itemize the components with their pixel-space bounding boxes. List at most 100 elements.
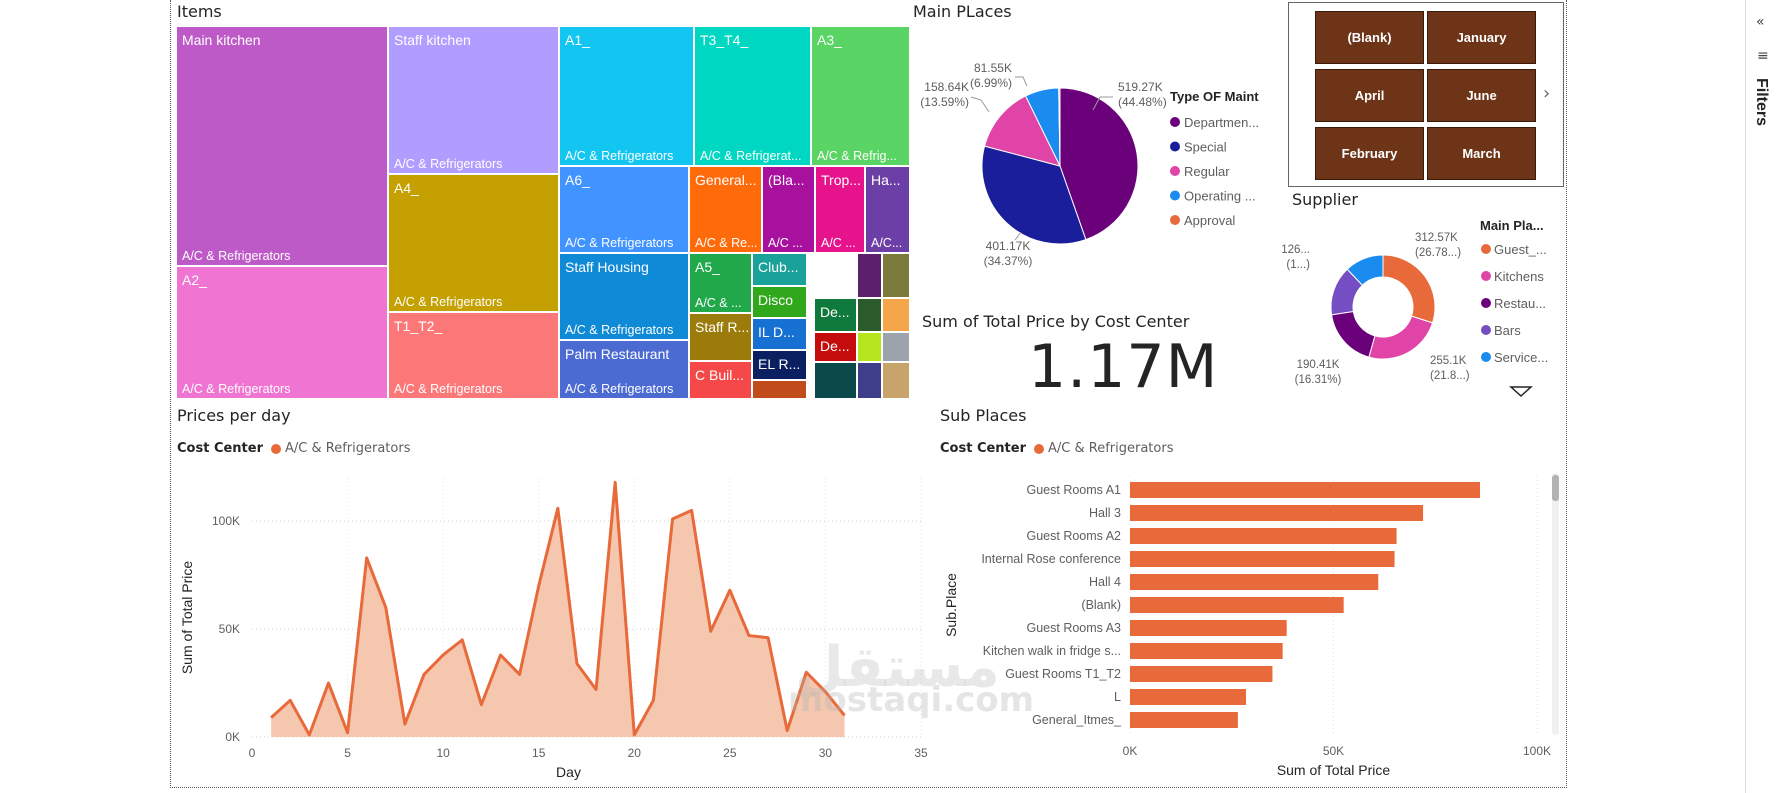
treemap-tile[interactable]: Staff R... <box>689 313 752 361</box>
slicer-button-march[interactable]: March <box>1427 127 1536 180</box>
treemap-tile[interactable]: General... A/C & Re... <box>689 166 762 253</box>
treemap-tile-small[interactable] <box>857 362 882 399</box>
category-label: (Blank) <box>1081 598 1121 612</box>
donut-slice <box>1382 254 1436 324</box>
treemap-tile[interactable]: Staff Housing A/C & Refrigerators <box>559 253 689 340</box>
treemap-tile-sublabel: A/C ... <box>768 236 803 250</box>
category-label: Hall 3 <box>1089 506 1121 520</box>
pie-data-label: (13.59%) <box>920 95 969 109</box>
treemap-tile[interactable]: IL D... <box>752 318 807 350</box>
slicer-button-blank[interactable]: (Blank) <box>1315 11 1424 64</box>
treemap-tile[interactable]: Main kitchen A/C & Refrigerators <box>176 26 388 266</box>
treemap-tile-sublabel: A/C & Refrig... <box>817 149 897 163</box>
treemap-tile[interactable]: Disco <box>752 286 807 318</box>
leader-line <box>970 96 990 113</box>
treemap-tile-sublabel: A/C & ... <box>695 296 742 310</box>
treemap-tile-label: EL R... <box>758 356 801 372</box>
slicer-button-april[interactable]: April <box>1315 69 1424 122</box>
treemap-tile-small[interactable] <box>882 332 910 362</box>
slicer-button-february[interactable]: February <box>1315 127 1424 180</box>
treemap-tile[interactable]: A4_ A/C & Refrigerators <box>388 174 559 312</box>
treemap-tile[interactable]: EL R... <box>752 350 807 380</box>
legend-dot <box>271 443 282 454</box>
x-tick-label: 25 <box>723 746 737 760</box>
treemap-tile[interactable]: C Buil... <box>689 361 752 399</box>
treemap-tile-sublabel: A/C & Refrigerators <box>394 295 503 309</box>
slicer-button-june[interactable]: June <box>1427 69 1536 122</box>
category-label: Guest Rooms A1 <box>1027 483 1122 497</box>
donut-data-label: (21.8...) <box>1430 370 1470 382</box>
prices-per-day-area-chart[interactable]: 0K 50K 100K 0 5 10 15 20 25 30 35 Day Sum of Total P… <box>170 460 940 790</box>
sub-places-bar-chart[interactable]: 0K 50K 100K Guest Rooms A1 Hall 3 Guest Rooms… <box>930 465 1570 790</box>
treemap-tile[interactable]: Club... <box>752 253 807 286</box>
treemap-tile-label: Disco <box>758 292 794 308</box>
treemap-tile-label: Trop... <box>821 172 861 188</box>
treemap-tile-small[interactable] <box>752 380 807 399</box>
treemap-tile-small[interactable] <box>857 332 882 362</box>
legend-dot <box>1170 117 1180 127</box>
treemap-tile[interactable]: A1_ A/C & Refrigerators <box>559 26 694 166</box>
treemap-tile[interactable]: (Bla... A/C ... <box>762 166 815 253</box>
main-places-title: Main PLaces <box>913 2 1012 21</box>
treemap-tile-label: Club... <box>758 259 799 275</box>
x-tick-label: 10 <box>436 746 450 760</box>
legend-title: Cost Center <box>940 441 1027 456</box>
treemap-tile[interactable]: A3_ A/C & Refrig... <box>811 26 910 166</box>
treemap-tile-label: T1_T2_ <box>394 318 443 334</box>
treemap-tile[interactable]: Ha... A/C... <box>865 166 910 253</box>
treemap-tile[interactable]: Staff kitchen A/C & Refrigerators <box>388 26 559 174</box>
treemap-tile-small[interactable] <box>857 253 882 298</box>
treemap-tile[interactable]: T1_T2_ A/C & Refrigerators <box>388 312 559 399</box>
chevron-right-icon[interactable]: › <box>1543 83 1551 104</box>
main-places-pie-chart[interactable]: 519.27K(44.48%) 401.17K(34.37%) 158.64K(13… <box>905 22 1285 282</box>
filters-pane[interactable] <box>1745 0 1784 793</box>
bar <box>1130 505 1424 521</box>
watermark-text: mostaqi.com <box>788 680 1035 720</box>
donut-slice <box>1346 254 1384 286</box>
pie-data-label: 401.17K <box>986 239 1031 253</box>
treemap-tile-small[interactable] <box>882 362 910 399</box>
treemap-tile-label: A4_ <box>394 180 419 196</box>
legend-item: Restau... <box>1494 296 1546 311</box>
legend-item: Operating ... <box>1184 189 1256 204</box>
legend-item: Regular <box>1184 164 1230 179</box>
treemap-tile[interactable]: Palm Restaurant A/C & Refrigerators <box>559 340 689 399</box>
x-tick-label: 0K <box>1123 744 1138 758</box>
filters-pane-label[interactable]: Filters <box>1753 78 1770 127</box>
treemap-tile-sublabel: A/C & Refrigerators <box>565 382 674 396</box>
donut-slice <box>1331 310 1376 358</box>
treemap-tile[interactable]: De... <box>814 332 857 362</box>
y-axis-title: Sum of Total Price <box>179 561 195 675</box>
area-fill <box>271 482 845 737</box>
treemap-tile-small[interactable] <box>882 298 910 332</box>
treemap-tile[interactable]: A6_ A/C & Refrigerators <box>559 166 689 253</box>
bar <box>1130 712 1238 728</box>
month-slicer: (Blank) January April June February Marc… <box>1288 2 1564 187</box>
treemap-tile-label: C Buil... <box>695 367 745 383</box>
legend-item[interactable]: A/C & Refrigerators <box>285 441 411 456</box>
treemap-tile-small[interactable] <box>857 298 882 332</box>
prices-per-day-title: Prices per day <box>177 406 291 425</box>
treemap-tile-sublabel: A/C & Refrigerators <box>565 323 674 337</box>
treemap-tile-small[interactable] <box>814 362 857 399</box>
treemap-tile[interactable]: T3_T4_ A/C & Refrigerat... <box>694 26 811 166</box>
supplier-title: Supplier <box>1292 190 1358 209</box>
scroll-down-icon <box>1509 386 1533 398</box>
treemap-tile-small[interactable] <box>882 253 910 298</box>
slicer-button-january[interactable]: January <box>1427 11 1536 64</box>
scrollbar-thumb <box>1552 475 1559 501</box>
treemap-tile[interactable]: De... <box>814 298 857 332</box>
report-canvas <box>170 0 1567 788</box>
supplier-donut-chart[interactable]: 312.57K (26.78...) 255.1K (21.8...) 190.41K (… <box>1280 210 1570 405</box>
treemap-tile[interactable]: Trop... A/C ... <box>815 166 865 253</box>
donut-data-label: 126... <box>1281 244 1310 256</box>
legend-item[interactable]: A/C & Refrigerators <box>1048 441 1174 456</box>
collapse-pane-icon[interactable]: « <box>1756 14 1765 30</box>
treemap-tile-label: De... <box>820 338 850 354</box>
y-tick-label: 100K <box>212 514 240 528</box>
donut-data-label: (16.31%) <box>1295 374 1342 386</box>
filter-icon[interactable]: ≡ <box>1757 48 1769 64</box>
treemap-tile[interactable]: A5_ A/C & ... <box>689 253 752 313</box>
items-treemap[interactable]: Main kitchen A/C & Refrigerators Staff kit… <box>176 26 910 399</box>
treemap-tile[interactable]: A2_ A/C & Refrigerators <box>176 266 388 399</box>
